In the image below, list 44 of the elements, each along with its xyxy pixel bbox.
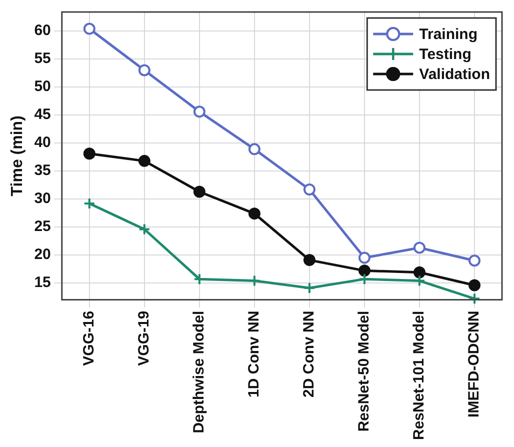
y-tick-label: 60 [34,22,51,40]
point [83,22,96,35]
x-tick-label: 1D Conv NN [246,310,263,398]
x-tick-label: VGG-19 [136,310,153,366]
x-tick-label: Depthwise Model [190,310,208,434]
y-tick-label: 50 [34,78,51,96]
point [413,274,426,287]
point [138,154,150,167]
point [83,197,96,210]
y-tick-label: 25 [34,218,51,236]
y-tick-label: 35 [34,162,51,180]
point [248,274,260,287]
y-tick-label: 45 [34,106,51,124]
legend-label: Training [419,26,478,44]
x-tick-label: IMEFD-ODCNN [466,310,483,418]
point [248,143,260,156]
y-axis-title: Time (min) [9,116,26,196]
x-tick-label: VGG-16 [80,310,98,366]
point [193,106,206,118]
x-tick-label: ResNet-50 Model [356,310,373,432]
y-tick-label: 15 [34,274,51,292]
point [468,279,480,292]
point [248,208,260,220]
point [303,183,316,196]
x-tick-label: 2D Conv NN [300,310,318,398]
y-tick-label: 55 [34,50,51,68]
point [193,186,206,198]
point [413,266,426,278]
x-tick-label: ResNet-101 Model [410,310,428,440]
point [413,242,426,254]
point [358,264,370,277]
point [358,252,370,264]
y-tick-label: 30 [34,190,51,208]
legend-label: Validation [419,66,490,84]
point [468,292,480,305]
legend-label: Testing [419,46,472,64]
point [468,254,480,267]
point [138,64,150,76]
y-tick-label: 40 [34,134,51,152]
y-tick-label: 20 [34,246,51,264]
point [303,254,316,266]
point [83,148,96,160]
point [138,223,150,236]
point [303,282,316,294]
